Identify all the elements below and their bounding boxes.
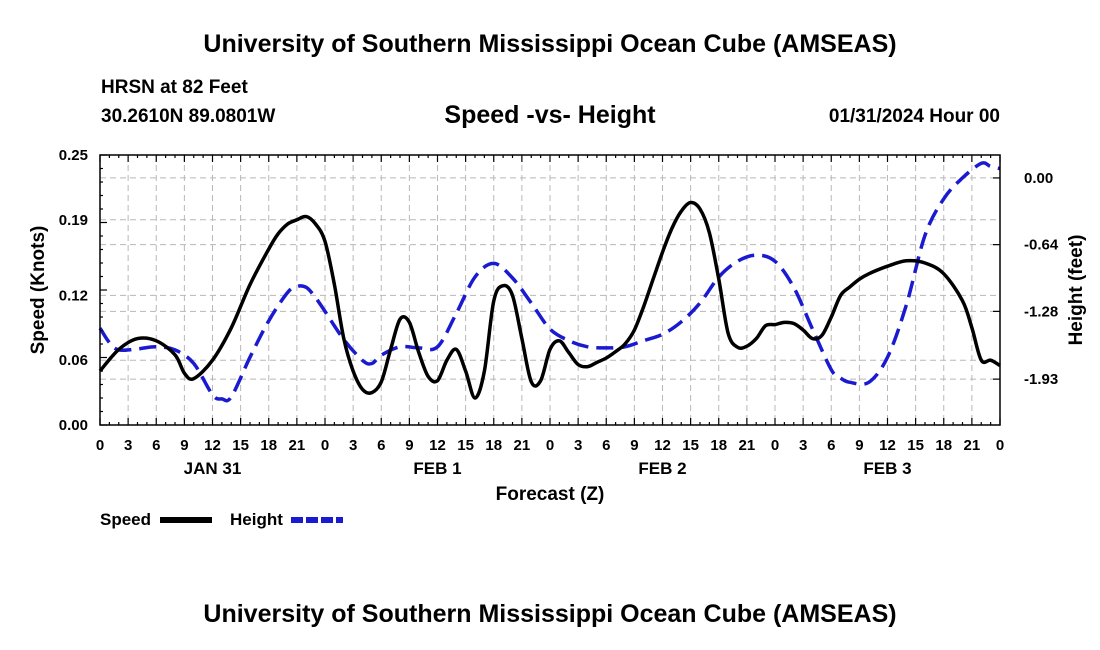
x-tick-label: 0 (321, 437, 329, 454)
y-tick-label: 0.12 (59, 287, 88, 304)
axes: 0 3 6 9 12 15 18 21 0 3 6 9 12 15 18 21 0 3 6 9 12 15 18 21 0 3 6 9… (28, 147, 1087, 505)
x-tick-label: 3 (349, 437, 357, 454)
footer-title: University of Southern Mississippi Ocean… (203, 600, 897, 628)
x-tick-label: 9 (855, 437, 863, 454)
chart-frame (99, 154, 1001, 426)
x-tick-label: 3 (799, 437, 807, 454)
station-label: HRSN at 82 Feet (101, 77, 248, 98)
y-tick-label: 0.00 (59, 417, 88, 434)
legend: Speed Height (100, 510, 343, 529)
x-tick-label: 18 (485, 437, 502, 454)
height-series-line (98, 161, 1001, 403)
forecast-date-label: 01/31/2024 Hour 00 (828, 106, 1000, 127)
x-tick-label: 6 (827, 437, 835, 454)
y2-tick-label: -0.64 (1024, 237, 1059, 254)
y2-tick-label: 0.00 (1024, 170, 1053, 187)
page-title: University of Southern Mississippi Ocean… (203, 30, 897, 58)
day-label: FEB 3 (863, 459, 911, 478)
x-tick-label: 0 (546, 437, 554, 454)
x-tick-label: 12 (654, 437, 671, 454)
x-tick-label: 0 (996, 437, 1004, 454)
x-tick-label: 21 (289, 437, 306, 454)
x-tick-label: 21 (514, 437, 531, 454)
chart-title: Speed -vs- Height (444, 101, 656, 129)
x-tick-label: 15 (907, 437, 924, 454)
day-label: JAN 31 (184, 459, 242, 478)
x-tick-label: 6 (152, 437, 160, 454)
x-tick-label: 6 (377, 437, 385, 454)
series-group (98, 161, 1001, 403)
y2-tick-label: -1.28 (1024, 303, 1058, 320)
x-tick-label: 15 (232, 437, 249, 454)
y-axis-title: Speed (Knots) (28, 226, 49, 355)
x-tick-label: 15 (457, 437, 474, 454)
y-tick-label: 0.25 (59, 147, 88, 164)
y2-tick-label: -1.93 (1024, 371, 1058, 388)
x-tick-label: 0 (771, 437, 779, 454)
speed-series-line (98, 200, 1001, 400)
y2-axis-title: Height (feet) (1066, 235, 1087, 346)
day-label: FEB 2 (638, 459, 686, 478)
x-tick-label: 18 (935, 437, 952, 454)
legend-label-speed: Speed (100, 510, 151, 529)
x-tick-label: 12 (204, 437, 221, 454)
x-tick-label: 12 (879, 437, 896, 454)
x-tick-label: 12 (429, 437, 446, 454)
x-tick-label: 0 (96, 437, 104, 454)
x-axis-title: Forecast (Z) (496, 484, 605, 505)
x-tick-label: 15 (682, 437, 699, 454)
x-tick-label: 3 (574, 437, 582, 454)
x-tick-label: 9 (405, 437, 413, 454)
x-tick-label: 3 (124, 437, 132, 454)
x-tick-label: 9 (630, 437, 638, 454)
y-tick-label: 0.19 (59, 212, 88, 229)
x-tick-label: 18 (260, 437, 277, 454)
x-tick-label: 6 (602, 437, 610, 454)
y-tick-label: 0.06 (59, 352, 88, 369)
x-tick-label: 18 (710, 437, 727, 454)
coordinates-label: 30.2610N 89.0801W (101, 106, 276, 127)
day-label: FEB 1 (413, 459, 461, 478)
x-tick-label: 9 (180, 437, 188, 454)
legend-label-height: Height (230, 510, 283, 529)
x-tick-label: 21 (964, 437, 981, 454)
x-tick-label: 21 (739, 437, 756, 454)
